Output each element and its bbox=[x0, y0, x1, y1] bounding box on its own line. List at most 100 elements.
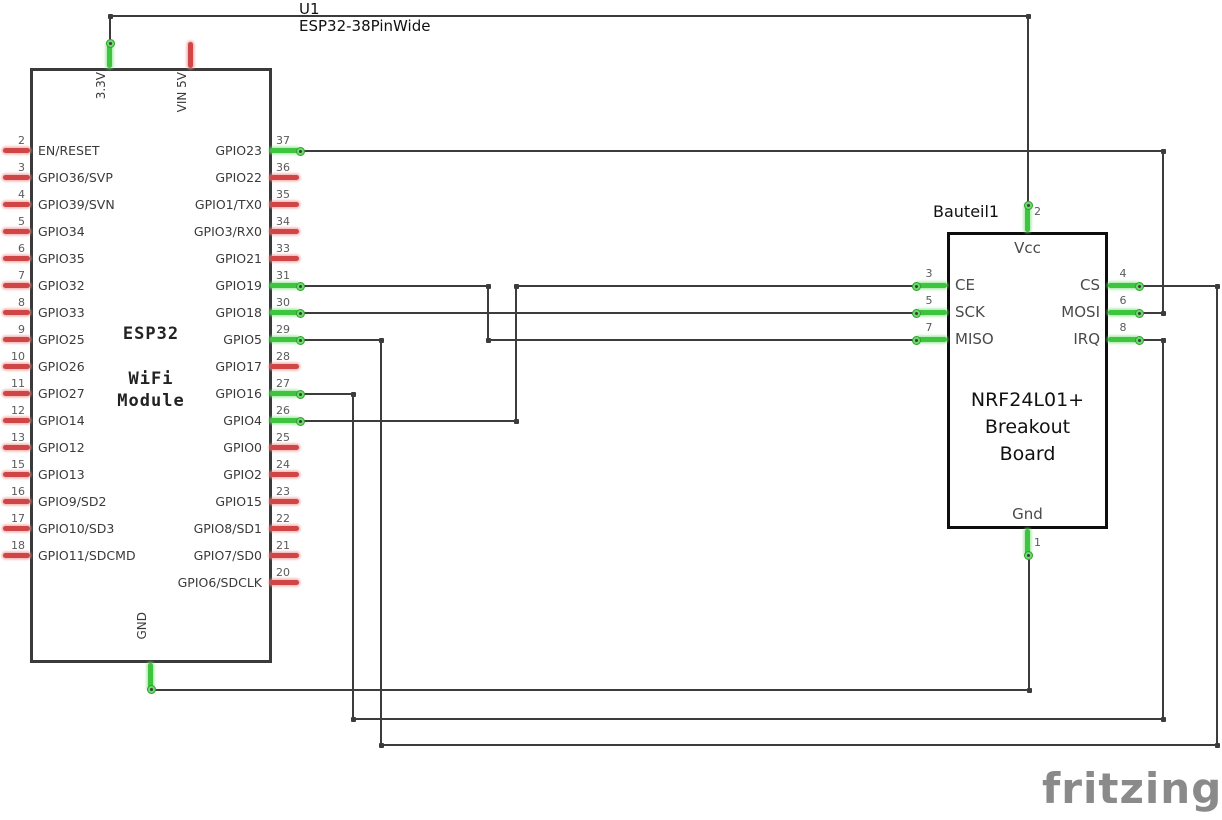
wire-gpio5-to-cs[interactable] bbox=[299, 339, 382, 341]
nrf-ref-designator: Bauteil1 bbox=[933, 202, 1000, 221]
wire-gpio16-to-irq[interactable] bbox=[1162, 339, 1164, 720]
component-nrf24l01-body[interactable] bbox=[947, 232, 1108, 529]
nrf-pin-ce-terminal bbox=[911, 281, 921, 291]
esp32-pin-gpio6-sdclk-stub[interactable] bbox=[270, 580, 299, 585]
nrf-pin-gnd-stub[interactable] bbox=[1025, 529, 1030, 556]
nrf-pin-gnd-number: 1 bbox=[1034, 536, 1041, 549]
esp32-pin-gpio34-stub[interactable] bbox=[3, 229, 30, 234]
esp32-pin-gpio8-sd1-number: 22 bbox=[276, 512, 290, 525]
esp32-pin-gpio10-sd3-stub[interactable] bbox=[3, 526, 30, 531]
wire-gpio5-to-cs-bendpoint bbox=[378, 337, 384, 343]
esp32-pin-gpio36-svp-stub[interactable] bbox=[3, 175, 30, 180]
esp32-pin-gpio11-sdcmd-stub[interactable] bbox=[3, 553, 30, 558]
wire-gpio19-to-miso[interactable] bbox=[299, 285, 489, 287]
esp32-pin-gpio26-stub[interactable] bbox=[3, 364, 30, 369]
esp32-pin-vin5v-stub[interactable] bbox=[188, 42, 193, 68]
wire-gpio19-to-miso[interactable] bbox=[487, 339, 917, 341]
esp32-pin-gpio17-stub[interactable] bbox=[270, 364, 299, 369]
nrf-pin-vcc-stub[interactable] bbox=[1025, 204, 1030, 232]
esp32-pin-gpio12-stub[interactable] bbox=[3, 445, 30, 450]
esp32-pin-gpio7-sd0-stub[interactable] bbox=[270, 553, 299, 558]
esp32-pin-gpio23-stub[interactable] bbox=[270, 148, 299, 153]
esp32-pin-gpio18-stub[interactable] bbox=[270, 310, 299, 315]
esp32-pin-gpio21-stub[interactable] bbox=[270, 256, 299, 261]
wire-gpio16-to-irq[interactable] bbox=[352, 718, 1164, 720]
nrf-pin-gnd-label: Gnd bbox=[1012, 505, 1043, 523]
esp32-pin-gpio26-number: 10 bbox=[11, 350, 25, 363]
esp32-pin-gpio9-sd2-stub[interactable] bbox=[3, 499, 30, 504]
esp32-pin-gpio35-stub[interactable] bbox=[3, 256, 30, 261]
wire-gpio5-to-cs[interactable] bbox=[380, 339, 382, 746]
nrf-pin-mosi-number: 6 bbox=[1119, 294, 1127, 307]
esp32-pin-gpio18-label: GPIO18 bbox=[215, 305, 262, 320]
esp32-pin-gpio2-number: 24 bbox=[276, 458, 290, 471]
esp32-pin-3v3-stub[interactable] bbox=[107, 42, 112, 68]
esp32-pin-gpio22-stub[interactable] bbox=[270, 175, 299, 180]
nrf-pin-sck-stub[interactable] bbox=[916, 310, 947, 315]
wire-3v3-to-vcc[interactable] bbox=[109, 15, 111, 43]
wire-3v3-to-vcc[interactable] bbox=[109, 15, 1029, 17]
esp32-pin-gpio39-svn-stub[interactable] bbox=[3, 202, 30, 207]
nrf-pin-ce-label: CE bbox=[955, 276, 975, 294]
esp32-pin-gpio16-terminal bbox=[295, 389, 305, 399]
esp32-pin-gpio3-rx0-stub[interactable] bbox=[270, 229, 299, 234]
esp32-pin-gpio13-stub[interactable] bbox=[3, 472, 30, 477]
nrf-pin-miso-stub[interactable] bbox=[916, 337, 947, 342]
esp32-pin-gpio8-sd1-stub[interactable] bbox=[270, 526, 299, 531]
wire-gpio5-to-cs[interactable] bbox=[1216, 285, 1218, 746]
nrf-pin-vcc-number: 2 bbox=[1034, 205, 1041, 218]
wire-gpio23-to-mosi-bendpoint bbox=[1160, 148, 1166, 154]
wire-gpio5-to-cs[interactable] bbox=[1138, 285, 1218, 287]
wire-gpio4-to-ce[interactable] bbox=[299, 420, 517, 422]
esp32-pin-gpio16-stub[interactable] bbox=[270, 391, 299, 396]
nrf-pin-cs-stub[interactable] bbox=[1108, 283, 1139, 288]
wire-gnd-to-gnd[interactable] bbox=[150, 689, 1030, 691]
wire-gpio23-to-mosi[interactable] bbox=[1138, 312, 1164, 314]
wire-3v3-to-vcc[interactable] bbox=[1027, 15, 1029, 205]
wire-gpio5-to-cs[interactable] bbox=[380, 744, 1218, 746]
esp32-pin-gpio4-terminal bbox=[295, 416, 305, 426]
wire-gpio16-to-irq[interactable] bbox=[352, 393, 354, 720]
esp32-pin-gpio1-tx0-stub[interactable] bbox=[270, 202, 299, 207]
nrf-pin-miso-number: 7 bbox=[925, 321, 933, 334]
esp32-pin-gpio2-stub[interactable] bbox=[270, 472, 299, 477]
nrf-pin-miso-label: MISO bbox=[955, 330, 994, 348]
nrf-title-line3: Board bbox=[999, 443, 1056, 465]
esp32-pin-gpio27-stub[interactable] bbox=[3, 391, 30, 396]
esp32-pin-gpio33-stub[interactable] bbox=[3, 310, 30, 315]
wire-gpio4-to-ce[interactable] bbox=[515, 285, 517, 422]
nrf-pin-irq-stub[interactable] bbox=[1108, 337, 1139, 342]
esp32-pin-gpio32-stub[interactable] bbox=[3, 283, 30, 288]
component-esp32-body[interactable] bbox=[30, 68, 272, 663]
esp32-pin-gpio4-stub[interactable] bbox=[270, 418, 299, 423]
wire-gpio16-to-irq[interactable] bbox=[1138, 339, 1164, 341]
wire-gpio23-to-mosi[interactable] bbox=[1162, 150, 1164, 314]
esp32-pin-gpio19-stub[interactable] bbox=[270, 283, 299, 288]
esp32-pin-gpio21-number: 33 bbox=[276, 242, 290, 255]
esp32-pin-gpio25-stub[interactable] bbox=[3, 337, 30, 342]
esp32-pin-gpio1-tx0-label: GPIO1/TX0 bbox=[194, 197, 262, 212]
nrf-pin-vcc-terminal bbox=[1023, 200, 1033, 210]
wire-gpio5-to-cs-bendpoint bbox=[1214, 283, 1220, 289]
wire-gnd-to-gnd[interactable] bbox=[1028, 555, 1030, 691]
wire-gpio18-to-sck[interactable] bbox=[299, 312, 917, 314]
wire-gpio4-to-ce[interactable] bbox=[515, 285, 917, 287]
esp32-pin-gpio7-sd0-number: 21 bbox=[276, 539, 290, 552]
nrf-pin-mosi-label: MOSI bbox=[1061, 303, 1100, 321]
esp32-pin-gpio15-stub[interactable] bbox=[270, 499, 299, 504]
esp32-pin-en-reset-stub[interactable] bbox=[3, 148, 30, 153]
esp32-pin-gpio0-stub[interactable] bbox=[270, 445, 299, 450]
esp32-pin-gpio1-tx0-number: 35 bbox=[276, 188, 290, 201]
esp32-pin-gpio5-stub[interactable] bbox=[270, 337, 299, 342]
esp32-pin-gpio19-number: 31 bbox=[276, 269, 290, 282]
wire-gpio23-to-mosi[interactable] bbox=[299, 150, 1164, 152]
nrf-pin-ce-stub[interactable] bbox=[916, 283, 947, 288]
nrf-title-line2: Breakout bbox=[984, 416, 1071, 438]
esp32-pin-gnd-stub[interactable] bbox=[148, 663, 153, 690]
esp32-pin-gpio11-sdcmd-number: 18 bbox=[11, 539, 25, 552]
esp32-part-name: ESP32-38PinWide bbox=[299, 17, 431, 35]
esp32-pin-gpio14-stub[interactable] bbox=[3, 418, 30, 423]
nrf-pin-mosi-stub[interactable] bbox=[1108, 310, 1139, 315]
wire-gpio16-to-irq[interactable] bbox=[299, 393, 354, 395]
esp32-pin-gpio13-number: 15 bbox=[11, 458, 25, 471]
